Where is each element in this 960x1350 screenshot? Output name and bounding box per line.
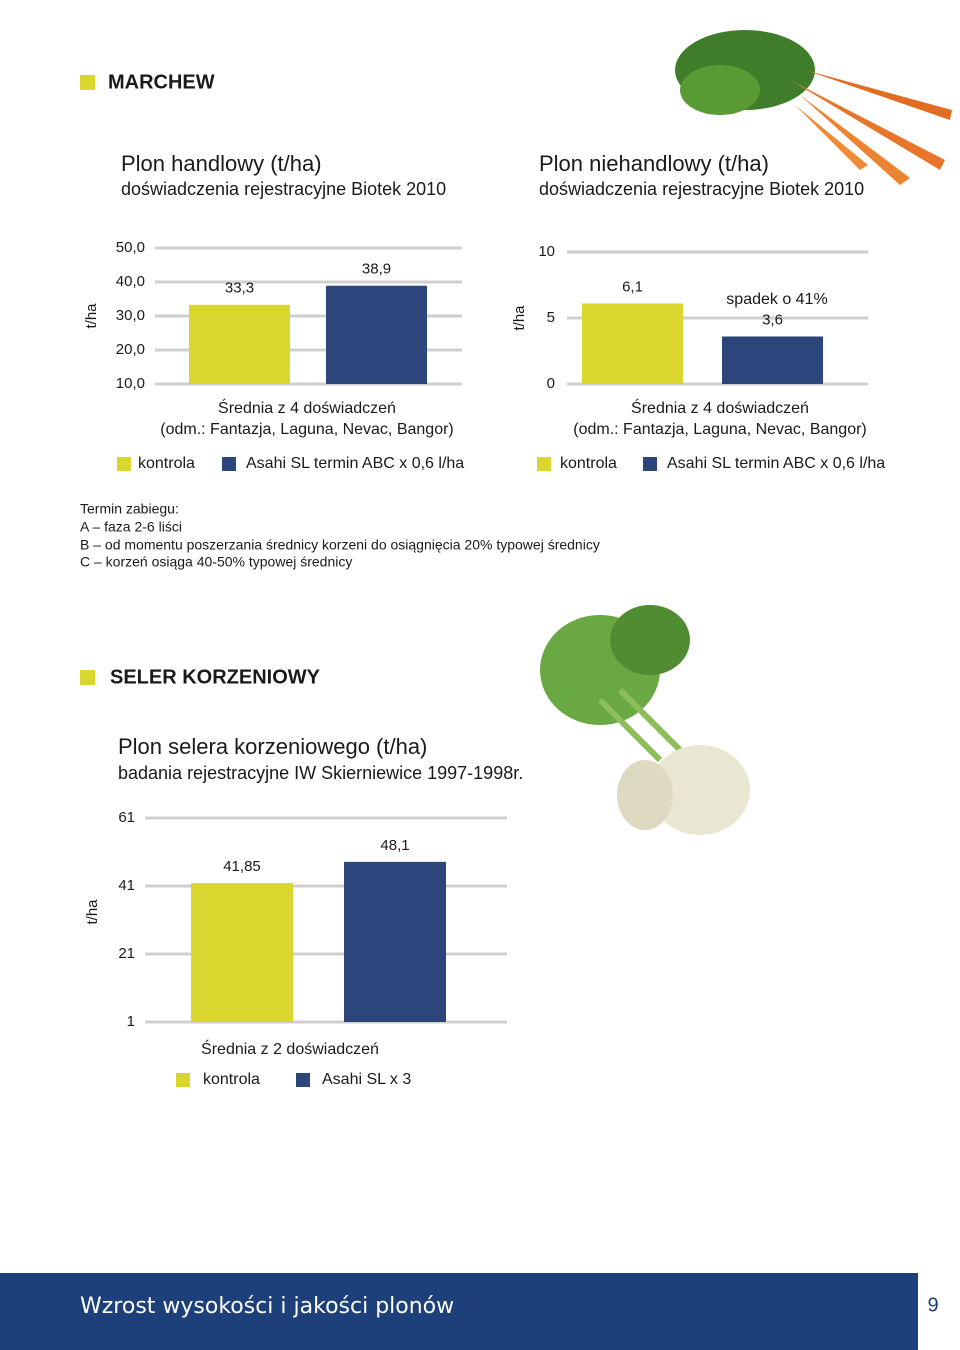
y-axis-label: t/ha <box>511 305 528 331</box>
legend-swatch <box>537 457 551 471</box>
value-label: 3,6 <box>762 311 783 328</box>
bar <box>722 336 823 384</box>
value-label: 6,1 <box>622 278 643 295</box>
chart-subtitle: badania rejestracyjne IW Skierniewice 19… <box>118 763 523 783</box>
legend-label: Asahi SL x 3 <box>322 1071 411 1088</box>
chart-title: Plon selera korzeniowego (t/ha) <box>118 734 427 759</box>
legend-swatch <box>176 1073 190 1087</box>
y-tick-label: 1 <box>127 1013 135 1030</box>
note-line: Termin zabiegu: <box>80 501 179 517</box>
y-tick-label: 21 <box>118 945 135 962</box>
x-category-note: (odm.: Fantazja, Laguna, Nevac, Bangor) <box>160 421 454 438</box>
y-tick-label: 5 <box>547 309 555 326</box>
y-tick-label: 10,0 <box>116 375 145 392</box>
chart-title: Plon niehandlowy (t/ha) <box>539 151 769 176</box>
note-line: A – faza 2-6 liści <box>80 519 182 535</box>
chart-subtitle: doświadczenia rejestracyjne Biotek 2010 <box>121 179 446 199</box>
legend-swatch <box>296 1073 310 1087</box>
legend-label: Asahi SL termin ABC x 0,6 l/ha <box>246 455 464 472</box>
annotation: spadek o 41% <box>726 291 827 308</box>
legend-label: kontrola <box>560 455 617 472</box>
y-tick-label: 40,0 <box>116 273 145 290</box>
y-axis-label: t/ha <box>84 899 101 925</box>
footer-band <box>0 1273 918 1350</box>
y-tick-label: 41 <box>118 877 135 894</box>
bar <box>326 285 427 384</box>
value-label: 41,85 <box>223 858 261 875</box>
x-category-label: Średnia z 4 doświadczeń <box>218 398 396 417</box>
y-tick-label: 10 <box>538 243 555 260</box>
bar <box>191 883 293 1022</box>
value-label: 33,3 <box>225 280 254 297</box>
bar <box>189 304 290 384</box>
y-axis-label: t/ha <box>83 303 100 329</box>
section-heading: SELER KORZENIOWY <box>110 666 321 688</box>
legend-label: kontrola <box>203 1071 260 1088</box>
legend-label: Asahi SL termin ABC x 0,6 l/ha <box>667 455 885 472</box>
chart-subtitle: doświadczenia rejestracyjne Biotek 2010 <box>539 179 864 199</box>
y-tick-label: 20,0 <box>116 341 145 358</box>
chart-title: Plon handlowy (t/ha) <box>121 151 322 176</box>
legend-swatch <box>117 457 131 471</box>
y-tick-label: 30,0 <box>116 307 145 324</box>
y-tick-label: 61 <box>118 809 135 826</box>
carrot-image <box>675 30 952 185</box>
y-tick-label: 50,0 <box>116 239 145 256</box>
section-heading: MARCHEW <box>108 71 215 93</box>
page-number: 9 <box>927 1294 938 1316</box>
note-line: B – od momentu poszerzania średnicy korz… <box>80 537 600 553</box>
bar <box>344 861 446 1022</box>
x-category-label: Średnia z 4 doświadczeń <box>631 398 809 417</box>
heading-marker <box>80 670 95 685</box>
legend-swatch <box>643 457 657 471</box>
celery-image <box>540 605 750 835</box>
legend-swatch <box>222 457 236 471</box>
x-category-label: Średnia z 2 doświadczeń <box>201 1039 379 1058</box>
bar <box>582 303 683 384</box>
y-tick-label: 0 <box>547 375 555 392</box>
note-line: C – korzeń osiąga 40-50% typowej średnic… <box>80 554 352 570</box>
footer-text: Wzrost wysokości i jakości plonów <box>80 1294 454 1319</box>
value-label: 48,1 <box>380 837 409 854</box>
x-category-note: (odm.: Fantazja, Laguna, Nevac, Bangor) <box>573 421 867 438</box>
heading-marker <box>80 75 95 90</box>
value-label: 38,9 <box>362 261 391 278</box>
legend-label: kontrola <box>138 455 195 472</box>
